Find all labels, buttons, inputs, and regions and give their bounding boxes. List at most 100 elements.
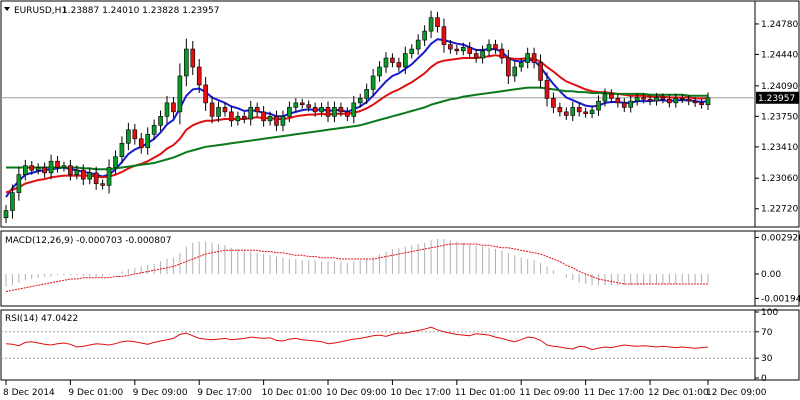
candle xyxy=(403,46,408,74)
candle xyxy=(647,95,653,106)
candle-body xyxy=(274,116,279,126)
moving-averages xyxy=(5,38,709,198)
candle-body xyxy=(280,116,286,126)
candle xyxy=(544,72,550,107)
triangle-down-icon xyxy=(4,7,10,11)
candle-body xyxy=(512,66,518,77)
candle xyxy=(538,54,543,89)
candle-body xyxy=(299,102,305,105)
candle xyxy=(654,93,659,106)
candle xyxy=(132,123,138,145)
candle xyxy=(55,156,60,173)
macd-axis-frame xyxy=(754,230,800,307)
candle-body xyxy=(138,138,144,149)
candle-body xyxy=(480,50,485,59)
candle-body xyxy=(570,107,576,116)
candle xyxy=(364,83,369,105)
time-tick-label: 10 Dec 09:00 xyxy=(326,388,387,398)
candle-body xyxy=(325,107,331,117)
time-tick-label: 10 Dec 17:00 xyxy=(390,388,451,398)
rsi-levels xyxy=(1,331,755,359)
candle xyxy=(396,57,402,72)
candle-body xyxy=(171,102,176,113)
candle-body xyxy=(184,48,189,77)
candle-body xyxy=(602,93,608,102)
macd-y-axis: 0.002926 0.00 -0.001949 xyxy=(755,233,800,304)
candle-body xyxy=(705,97,711,105)
candle-body xyxy=(654,97,659,102)
ma-line-ma-fast xyxy=(5,38,709,198)
candle xyxy=(87,167,93,185)
candle-body xyxy=(615,98,621,104)
candle-body xyxy=(151,125,157,135)
candle xyxy=(370,69,376,97)
candle-body xyxy=(229,111,234,122)
candle xyxy=(692,97,698,107)
candle-body xyxy=(164,102,170,117)
candle xyxy=(679,94,685,104)
candle xyxy=(209,95,215,124)
candle-body xyxy=(647,99,653,102)
candle xyxy=(705,92,711,110)
candle-body xyxy=(576,107,582,113)
candle-body xyxy=(306,104,311,108)
candle xyxy=(570,101,576,122)
candle-body xyxy=(74,169,80,175)
candle xyxy=(151,119,157,141)
candle xyxy=(641,93,646,104)
candle-body xyxy=(261,111,266,122)
candle xyxy=(74,165,80,180)
candle xyxy=(621,98,627,113)
candle-body xyxy=(93,172,99,184)
candle xyxy=(486,39,492,57)
candle xyxy=(435,11,440,33)
time-tick-label: 11 Dec 01:00 xyxy=(455,388,516,398)
rsi-title: RSI(14) 47.0422 xyxy=(5,314,78,324)
candle-body xyxy=(448,44,453,50)
candle-body xyxy=(390,57,395,63)
candle xyxy=(422,25,427,46)
rsi-tick-label: 100 xyxy=(761,308,778,318)
candle xyxy=(525,47,530,69)
macd-tick-label: -0.001949 xyxy=(761,294,800,304)
candle xyxy=(184,38,189,87)
price-pane-frame xyxy=(0,0,756,228)
candle xyxy=(312,102,318,117)
macd-tick-label: 0.00 xyxy=(761,270,781,280)
candle-body xyxy=(628,100,634,108)
candle xyxy=(68,159,73,181)
candle-body xyxy=(396,62,402,68)
price-tick-label: 1.23060 xyxy=(761,174,798,184)
candle xyxy=(35,163,41,175)
candle xyxy=(164,95,170,124)
candle-body xyxy=(35,167,41,171)
candle xyxy=(460,42,466,56)
candle-body xyxy=(132,129,138,140)
candle xyxy=(241,112,247,124)
candle xyxy=(351,95,357,124)
price-y-axis: 1.24780 1.24440 1.24090 1.23750 1.23410 1.230… xyxy=(755,20,798,215)
candle xyxy=(596,95,601,116)
candle-body xyxy=(145,133,150,149)
candle xyxy=(23,159,28,181)
candle xyxy=(589,105,595,119)
candle-body xyxy=(473,53,479,59)
candle xyxy=(564,107,569,120)
candle xyxy=(42,162,47,178)
candle xyxy=(660,93,666,104)
price-header-ohlc: 1.23887 1.24010 1.23828 1.23957 xyxy=(62,6,219,16)
candle xyxy=(145,127,150,155)
candle xyxy=(609,89,614,104)
candle xyxy=(254,102,260,117)
candle-body xyxy=(248,107,254,120)
current-price-badge: 1.23957 xyxy=(756,91,799,104)
candle-body xyxy=(589,109,595,114)
candle xyxy=(106,159,112,194)
candle-body xyxy=(596,100,601,111)
candle xyxy=(518,57,524,72)
time-tick-label: 11 Dec 09:00 xyxy=(519,388,580,398)
candle-body xyxy=(241,116,247,120)
candle xyxy=(48,154,54,180)
candle-body xyxy=(80,169,86,180)
macd-tick-label: 0.002926 xyxy=(761,233,800,243)
